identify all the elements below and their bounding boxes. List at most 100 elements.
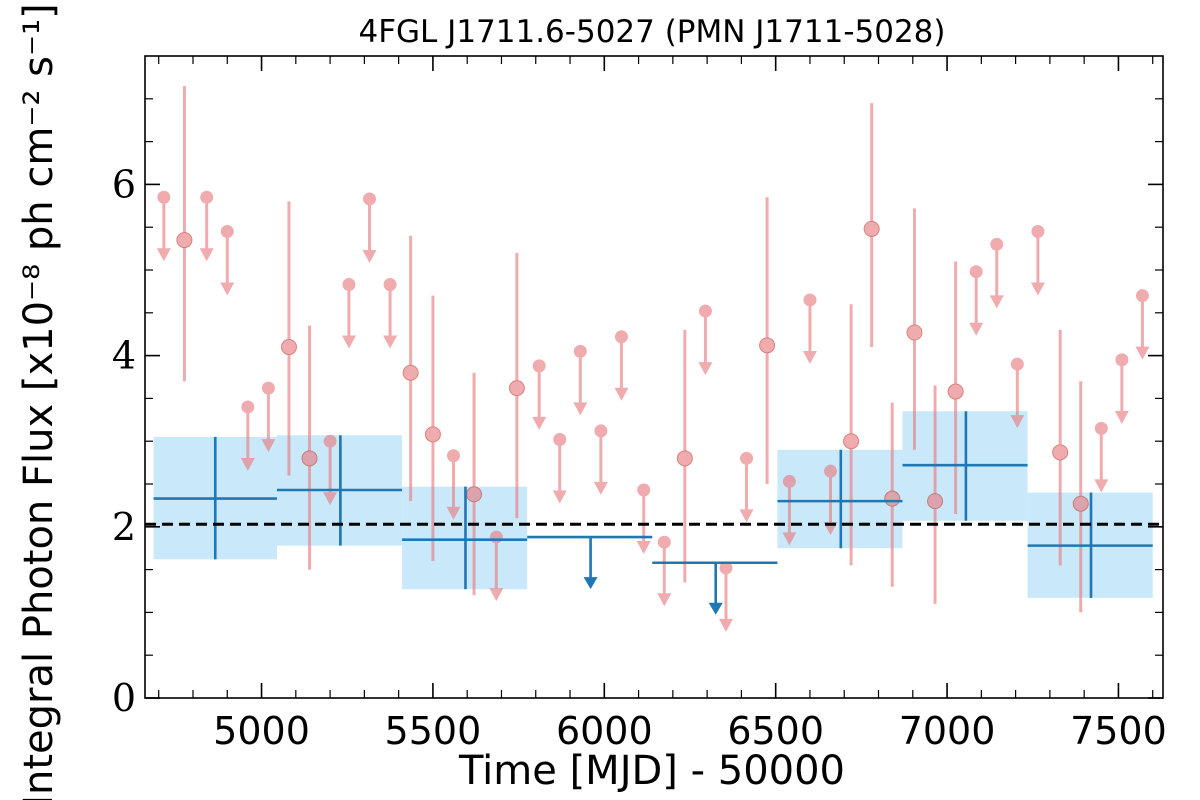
upper-limit-arrow-head (802, 350, 817, 364)
upper-limit-marker (157, 190, 171, 204)
axis-tick-labels: 5000 5500 6000 6500 7000 7500 0 2 4 6 (112, 162, 1167, 753)
x-tick-label: 5000 (213, 709, 310, 753)
data-point (947, 383, 964, 400)
data-point (927, 493, 944, 510)
short-bin-upper-limit (1010, 357, 1025, 429)
upper-limit-marker (740, 451, 754, 465)
short-bin-point (424, 295, 441, 562)
data-point (176, 232, 193, 249)
upper-limit-arrow-head (341, 335, 356, 349)
short-bin-upper-limit (573, 344, 588, 416)
long-bin-point (153, 436, 277, 560)
upper-limit-marker (990, 237, 1004, 251)
chart-title: 4FGL J1711.6-5027 (PMN J1711-5028) (358, 14, 945, 50)
upper-limit-arrow-head (782, 532, 797, 546)
long-bin-point (1027, 492, 1153, 598)
long-bin-upper-limit (527, 535, 653, 590)
data-point (402, 364, 419, 381)
upper-limit-arrow-head (220, 282, 235, 296)
upper-limit-marker (719, 561, 733, 575)
upper-limit-arrow-head (739, 509, 754, 523)
upper-limit-arrow-head (614, 387, 629, 401)
short-bin-upper-limit (614, 330, 629, 401)
upper-limit-arrow-head (489, 588, 504, 602)
short-bin-upper-limit (636, 483, 651, 554)
x-tick-label: 6000 (556, 709, 653, 753)
x-tick-label: 7000 (899, 709, 996, 753)
upper-limit-arrow-head (1030, 282, 1045, 296)
upper-limit-arrow-head (240, 457, 255, 471)
upper-limit-arrow-head (989, 295, 1004, 309)
short-bin-upper-limit (220, 224, 235, 296)
upper-limit-marker (383, 278, 397, 292)
upper-limit-marker (200, 190, 214, 204)
upper-limit-arrow-head (636, 540, 651, 554)
upper-limit-marker (594, 424, 608, 438)
upper-limit-marker (1115, 353, 1129, 367)
upper-limit-marker (824, 464, 838, 478)
axis-ticks (145, 56, 1163, 699)
short-bin-upper-limit (240, 400, 255, 471)
upper-limit-marker (446, 449, 460, 463)
short-bin-point (927, 385, 944, 604)
data-point (759, 337, 776, 354)
short-bin-upper-limit (698, 304, 713, 376)
x-tick-label: 7500 (1070, 709, 1167, 753)
short-bin-point (1072, 381, 1089, 613)
short-bin-upper-limit (552, 432, 567, 504)
short-bin-upper-limit (261, 381, 276, 453)
short-bin-upper-limit (1135, 289, 1150, 360)
y-tick-label: 6 (112, 162, 136, 206)
upper-limit-arrow-head (446, 506, 461, 520)
upper-limit-marker (637, 483, 651, 497)
upper-limit-marker (698, 304, 712, 318)
short-bin-upper-limit (383, 278, 398, 349)
short-bin-point (280, 201, 297, 476)
short-bin-upper-limit (446, 449, 461, 520)
x-axis-label: Time [MJD] - 50000 (458, 748, 845, 794)
upper-limit-arrow-head (199, 248, 214, 262)
upper-limit-arrow-head (1114, 410, 1129, 424)
short-bin-point (843, 304, 860, 566)
short-bin-upper-limit (969, 265, 984, 336)
short-bin-point (301, 325, 318, 570)
data-point (301, 450, 318, 467)
short-bin-upper-limit (802, 293, 817, 364)
y-tick-label: 4 (112, 334, 136, 378)
data-point (863, 220, 880, 237)
upper-limit-marker (573, 344, 587, 358)
upper-limit-arrow-head (657, 593, 672, 607)
short-bin-point (1052, 329, 1069, 566)
short-bin-point (906, 208, 923, 450)
upper-limit-marker (803, 293, 817, 307)
long-upper-limit-head (708, 602, 723, 615)
long-bin-upper-limit (652, 561, 778, 615)
short-bin-point (863, 103, 880, 348)
upper-limit-marker (342, 278, 356, 292)
short-bin-upper-limit (1030, 224, 1045, 296)
upper-limit-marker (363, 192, 377, 206)
short-bin-upper-limit (156, 190, 171, 262)
short-bin-point (402, 235, 419, 502)
upper-limit-arrow-head (323, 492, 338, 506)
long-bin-point (276, 435, 403, 546)
short-bin-upper-limit (1094, 421, 1109, 493)
short-bin-upper-limit (782, 474, 797, 546)
upper-limit-arrow-head (383, 335, 398, 349)
upper-limit-marker (1094, 421, 1108, 435)
upper-limit-arrow-head (532, 416, 547, 430)
long-bin-point (777, 449, 903, 549)
upper-limit-marker (1031, 224, 1045, 238)
short-bin-point (466, 372, 483, 596)
upper-limit-arrow-head (718, 618, 733, 632)
y-tick-label: 0 (112, 676, 136, 720)
x-tick-label: 6500 (727, 709, 824, 753)
short-bin-point (759, 197, 776, 484)
data-point (676, 450, 693, 467)
data-point (280, 339, 297, 356)
short-bin-upper-limit (362, 192, 377, 263)
upper-limit-marker (241, 400, 255, 414)
upper-limit-marker (614, 330, 628, 344)
data-point (466, 486, 483, 503)
